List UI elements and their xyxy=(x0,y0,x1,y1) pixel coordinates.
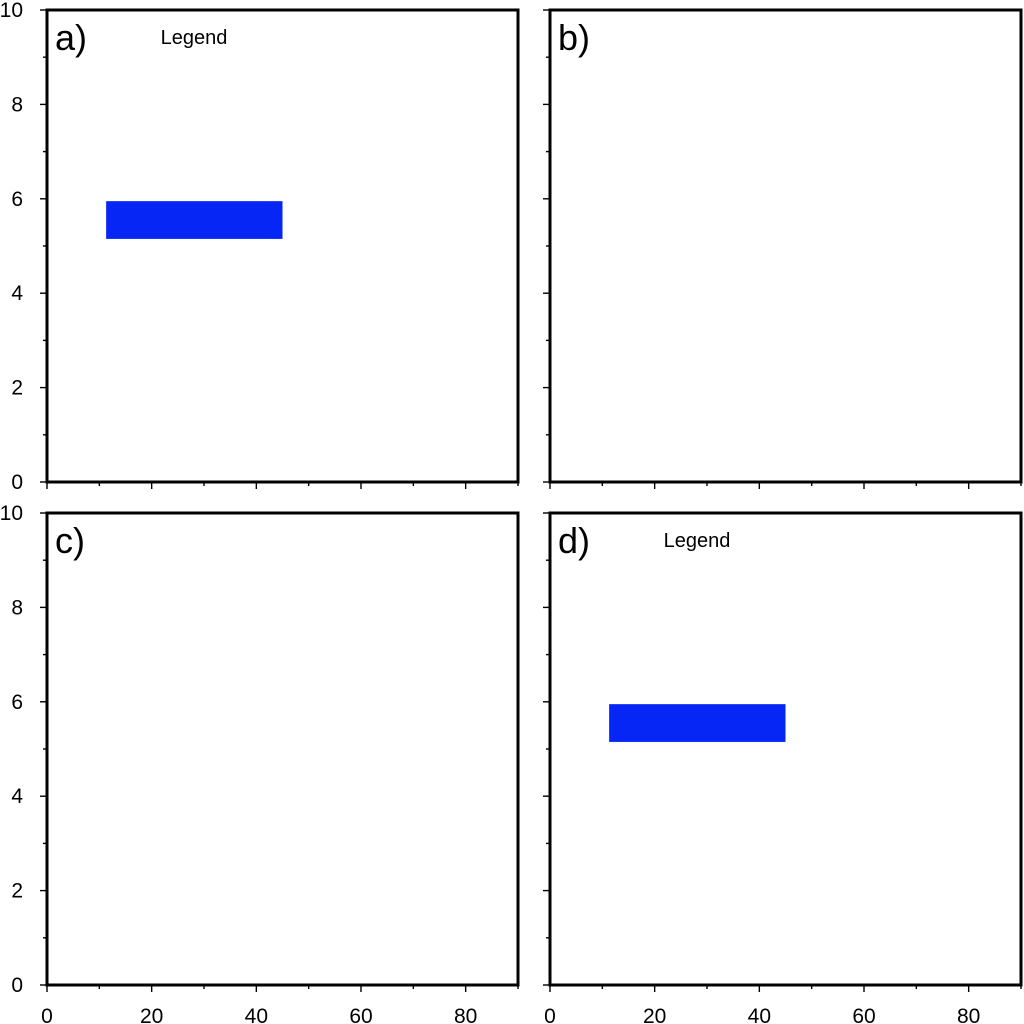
panel-label: b) xyxy=(558,17,590,58)
y-tick-label: 10 xyxy=(0,502,23,525)
legend-title: Legend xyxy=(664,530,731,552)
y-tick-label: 8 xyxy=(11,596,23,619)
legend-bar xyxy=(106,201,283,239)
x-tick-label: 80 xyxy=(957,1005,980,1024)
x-tick-label: 40 xyxy=(748,1005,771,1024)
y-tick-label: 2 xyxy=(11,880,23,903)
plot-frame xyxy=(45,8,520,484)
y-tick-label: 6 xyxy=(11,691,23,714)
panel-label: a) xyxy=(55,17,87,58)
y-tick-label: 8 xyxy=(11,93,23,116)
x-tick-label: 40 xyxy=(245,1005,268,1024)
panel-b: b) xyxy=(543,8,1023,489)
y-tick-label: 6 xyxy=(11,188,23,211)
panel-a: 0 2 4 6 8 10 a) Legend xyxy=(0,0,520,494)
x-tick-label: 0 xyxy=(544,1005,556,1024)
x-tick-label: 80 xyxy=(454,1005,477,1024)
y-tick-label: 4 xyxy=(11,282,23,305)
x-tick-label: 20 xyxy=(140,1005,163,1024)
y-tick-label: 10 xyxy=(0,0,23,22)
plot-frame xyxy=(45,511,520,987)
x-tick-label: 20 xyxy=(643,1005,666,1024)
panel-label: c) xyxy=(55,520,85,561)
legend-bar xyxy=(609,704,786,742)
panel-label: d) xyxy=(558,520,590,561)
y-tick-label: 0 xyxy=(11,471,23,494)
legend-title: Legend xyxy=(161,27,228,49)
x-tick-label: 60 xyxy=(852,1005,875,1024)
panel-c: 0 2 4 6 8 10 0 20 40 60 80 c) xyxy=(0,502,520,1024)
plot-frame xyxy=(548,511,1023,987)
x-tick-label: 0 xyxy=(41,1005,53,1024)
x-tick-label: 60 xyxy=(349,1005,372,1024)
y-tick-label: 4 xyxy=(11,785,23,808)
plot-frame xyxy=(548,8,1023,484)
panel-d: 0 20 40 60 80 d) Legend xyxy=(543,511,1023,1024)
y-tick-label: 2 xyxy=(11,377,23,400)
y-tick-label: 0 xyxy=(11,974,23,997)
